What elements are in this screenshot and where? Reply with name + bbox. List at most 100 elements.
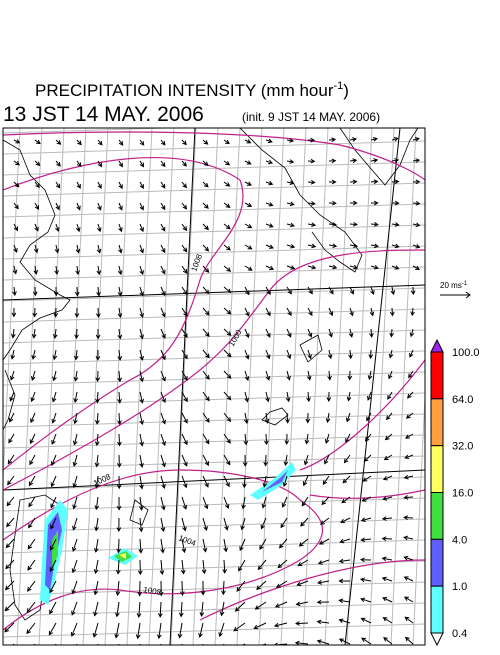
parallel bbox=[3, 434, 425, 449]
wind-arrow bbox=[316, 599, 330, 605]
wind-arrow bbox=[223, 202, 231, 208]
wind-arrow bbox=[223, 454, 231, 466]
wind-arrow bbox=[265, 138, 273, 144]
wind-arrow bbox=[256, 580, 267, 591]
meridian bbox=[60, 128, 87, 645]
wind-arrow bbox=[318, 538, 330, 545]
wind-arrow bbox=[55, 181, 61, 189]
wind-arrow bbox=[366, 412, 372, 422]
wind-arrow bbox=[201, 559, 207, 575]
wind-arrow bbox=[343, 454, 351, 464]
wind-arrow bbox=[265, 159, 274, 165]
wind-arrow bbox=[223, 160, 231, 166]
wind-arrow bbox=[160, 307, 166, 318]
wind-arrow bbox=[181, 139, 187, 146]
wind-arrow bbox=[349, 264, 359, 270]
init-time: (init. 9 JST 14 MAY. 2006) bbox=[242, 110, 380, 124]
parallel bbox=[3, 560, 425, 575]
wind-arrow bbox=[223, 370, 232, 379]
wind-arrow bbox=[244, 307, 250, 317]
wind-arrow bbox=[53, 307, 59, 318]
meridian bbox=[104, 128, 131, 645]
parallel bbox=[3, 287, 425, 302]
wind-arrow bbox=[349, 221, 358, 227]
wind-arrow bbox=[27, 559, 36, 571]
wind-arrow bbox=[178, 601, 184, 618]
wind-arrow bbox=[139, 391, 144, 404]
wind-arrow bbox=[244, 139, 252, 144]
wind-arrow bbox=[139, 181, 144, 190]
wind-arrow bbox=[370, 200, 379, 206]
wind-arrow bbox=[28, 517, 36, 529]
wind-arrow bbox=[158, 580, 164, 597]
meridian bbox=[170, 128, 197, 645]
wind-arrow bbox=[8, 433, 15, 444]
wind-arrow bbox=[6, 496, 15, 507]
wind-arrow bbox=[202, 370, 210, 380]
meridian bbox=[479, 128, 500, 645]
parallel bbox=[3, 392, 425, 407]
parallel bbox=[3, 623, 425, 638]
wind-arrow bbox=[369, 328, 374, 338]
wind-arrow bbox=[338, 618, 351, 624]
wind-arrow bbox=[137, 580, 143, 597]
wind-arrow bbox=[404, 454, 414, 460]
wind-arrow bbox=[97, 160, 103, 168]
meridian bbox=[236, 128, 263, 645]
wind-arrow bbox=[139, 139, 145, 146]
wind-arrow bbox=[55, 223, 60, 233]
wind-arrow bbox=[94, 433, 100, 447]
wind-arrow bbox=[138, 538, 144, 554]
parallel bbox=[3, 182, 425, 197]
wind-arrow bbox=[307, 328, 313, 338]
wind-arrow bbox=[389, 328, 395, 338]
wind-arrow bbox=[403, 535, 414, 541]
wind-arrow bbox=[391, 222, 400, 227]
wind-arrow bbox=[338, 578, 351, 584]
wind-arrow bbox=[76, 160, 82, 168]
wind-arrow bbox=[159, 559, 165, 576]
meridian bbox=[82, 128, 109, 645]
wind-arrow bbox=[223, 139, 230, 145]
wind-arrow bbox=[49, 559, 57, 573]
wind-arrow bbox=[387, 391, 393, 400]
wind-scale-text: 20 ms bbox=[440, 281, 462, 290]
wind-arrow bbox=[139, 202, 144, 211]
wind-arrow bbox=[339, 538, 351, 544]
meridian bbox=[16, 128, 43, 645]
wind-arrow bbox=[276, 580, 288, 588]
wind-arrow bbox=[139, 160, 145, 168]
wind-arrow bbox=[139, 349, 144, 361]
wind-arrow bbox=[71, 559, 78, 574]
wind-arrow bbox=[74, 307, 80, 318]
wind-arrow bbox=[34, 181, 40, 189]
wind-arrow bbox=[4, 601, 15, 612]
wind-arrow bbox=[33, 265, 39, 275]
wind-arrow bbox=[370, 221, 379, 227]
wind-arrow bbox=[34, 202, 40, 210]
wind-arrow bbox=[12, 265, 18, 275]
wind-arrow bbox=[244, 244, 253, 250]
wind-arrow bbox=[404, 636, 414, 645]
wind-vectors bbox=[4, 137, 421, 645]
wind-arrow bbox=[160, 496, 166, 511]
wind-arrow bbox=[202, 160, 209, 167]
wind-arrow bbox=[13, 181, 20, 188]
wind-arrow bbox=[139, 412, 144, 426]
wind-arrow bbox=[139, 433, 144, 447]
wind-arrow bbox=[307, 243, 317, 249]
wind-arrow bbox=[94, 538, 99, 553]
wind-arrow bbox=[307, 179, 316, 185]
wind-arrow bbox=[349, 158, 358, 163]
wind-arrow bbox=[239, 538, 246, 552]
wind-arrow bbox=[412, 137, 420, 142]
wind-arrow bbox=[403, 515, 414, 521]
wind-arrow bbox=[370, 264, 379, 270]
wind-arrow bbox=[200, 580, 206, 596]
wind-arrow bbox=[261, 496, 267, 509]
wind-arrow bbox=[97, 139, 103, 146]
colorbar-segment bbox=[430, 585, 444, 634]
wind-arrow bbox=[7, 454, 15, 465]
parallel bbox=[3, 476, 425, 491]
colorbar-segment bbox=[430, 351, 444, 400]
